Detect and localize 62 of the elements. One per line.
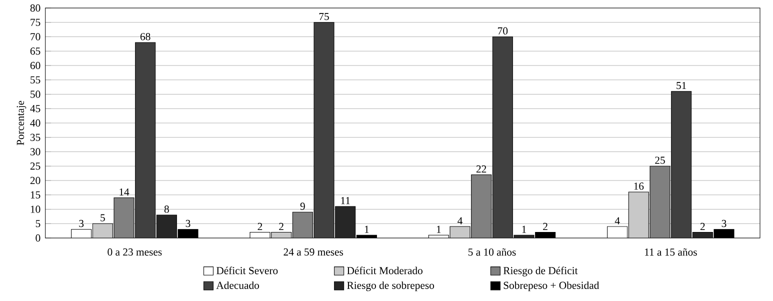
y-tick-label: 75 [30, 18, 40, 26]
y-tick-label: 35 [30, 134, 40, 141]
data-label: 5 [100, 214, 105, 222]
data-label: 4 [458, 217, 463, 224]
legend-label: Riesgo de Déficit [503, 266, 578, 276]
legend-label: Déficit Moderado [347, 266, 422, 274]
y-tick-label: 70 [30, 33, 40, 40]
y-tick-label: 0 [36, 234, 40, 242]
data-label: 1 [364, 226, 369, 233]
data-label: 70 [498, 27, 508, 34]
y-tick-label: 40 [30, 119, 40, 127]
y-tick-label: 65 [30, 48, 40, 55]
y-tick-label: 5 [36, 220, 40, 228]
data-label: 2 [543, 222, 548, 230]
legend-label: Adecuado [216, 281, 260, 289]
bar [156, 214, 177, 238]
data-label: 3 [186, 220, 190, 228]
bar [471, 174, 492, 238]
y-tick-label: 45 [30, 105, 40, 112]
data-label: 3 [722, 220, 726, 228]
y-tick-label: 60 [30, 62, 40, 70]
legend-label: Déficit Severo [216, 266, 278, 274]
bar [314, 22, 334, 238]
data-label: 22 [476, 165, 486, 172]
x-tick-label: 5 a 10 años [468, 248, 516, 256]
y-axis-title: Porcentaje [16, 100, 26, 146]
x-tick-label: 11 a 15 años [645, 248, 697, 256]
data-label: 68 [140, 33, 150, 40]
data-label: 2 [258, 222, 262, 230]
y-tick-label: 80 [30, 4, 40, 12]
y-tick-label: 10 [30, 206, 40, 213]
y-tick-label: 30 [30, 148, 40, 156]
y-tick-label: 20 [30, 176, 40, 184]
data-label: 16 [634, 182, 644, 190]
legend-label: Riesgo de sobrepeso [347, 281, 434, 292]
data-label: 8 [164, 206, 169, 213]
data-label: 3 [79, 220, 84, 228]
x-tick-label: 0 a 23 meses [108, 248, 162, 256]
data-label: 1 [522, 226, 526, 233]
y-tick-label: 50 [30, 90, 40, 98]
y-tick-label: 25 [30, 162, 40, 170]
bar [114, 197, 134, 238]
data-label: 9 [300, 202, 305, 210]
data-label: 25 [655, 156, 665, 164]
bar [650, 166, 670, 238]
data-label: 75 [319, 13, 329, 20]
bar [292, 212, 313, 238]
bar [135, 42, 156, 238]
data-label: 2 [700, 222, 705, 230]
bar [335, 206, 356, 238]
bar [671, 91, 692, 238]
data-label: 1 [436, 226, 441, 233]
data-label: 14 [120, 188, 130, 196]
y-tick-label: 15 [30, 191, 40, 198]
y-tick-label: 55 [30, 76, 40, 84]
data-label: 2 [279, 222, 284, 230]
data-label: 11 [341, 197, 350, 204]
x-tick-label: 24 a 59 meses [284, 248, 344, 256]
data-label: 4 [614, 217, 620, 224]
bar [492, 36, 513, 238]
legend-label: Sobrepeso + Obesidad [504, 281, 600, 292]
data-label: 51 [676, 82, 686, 90]
